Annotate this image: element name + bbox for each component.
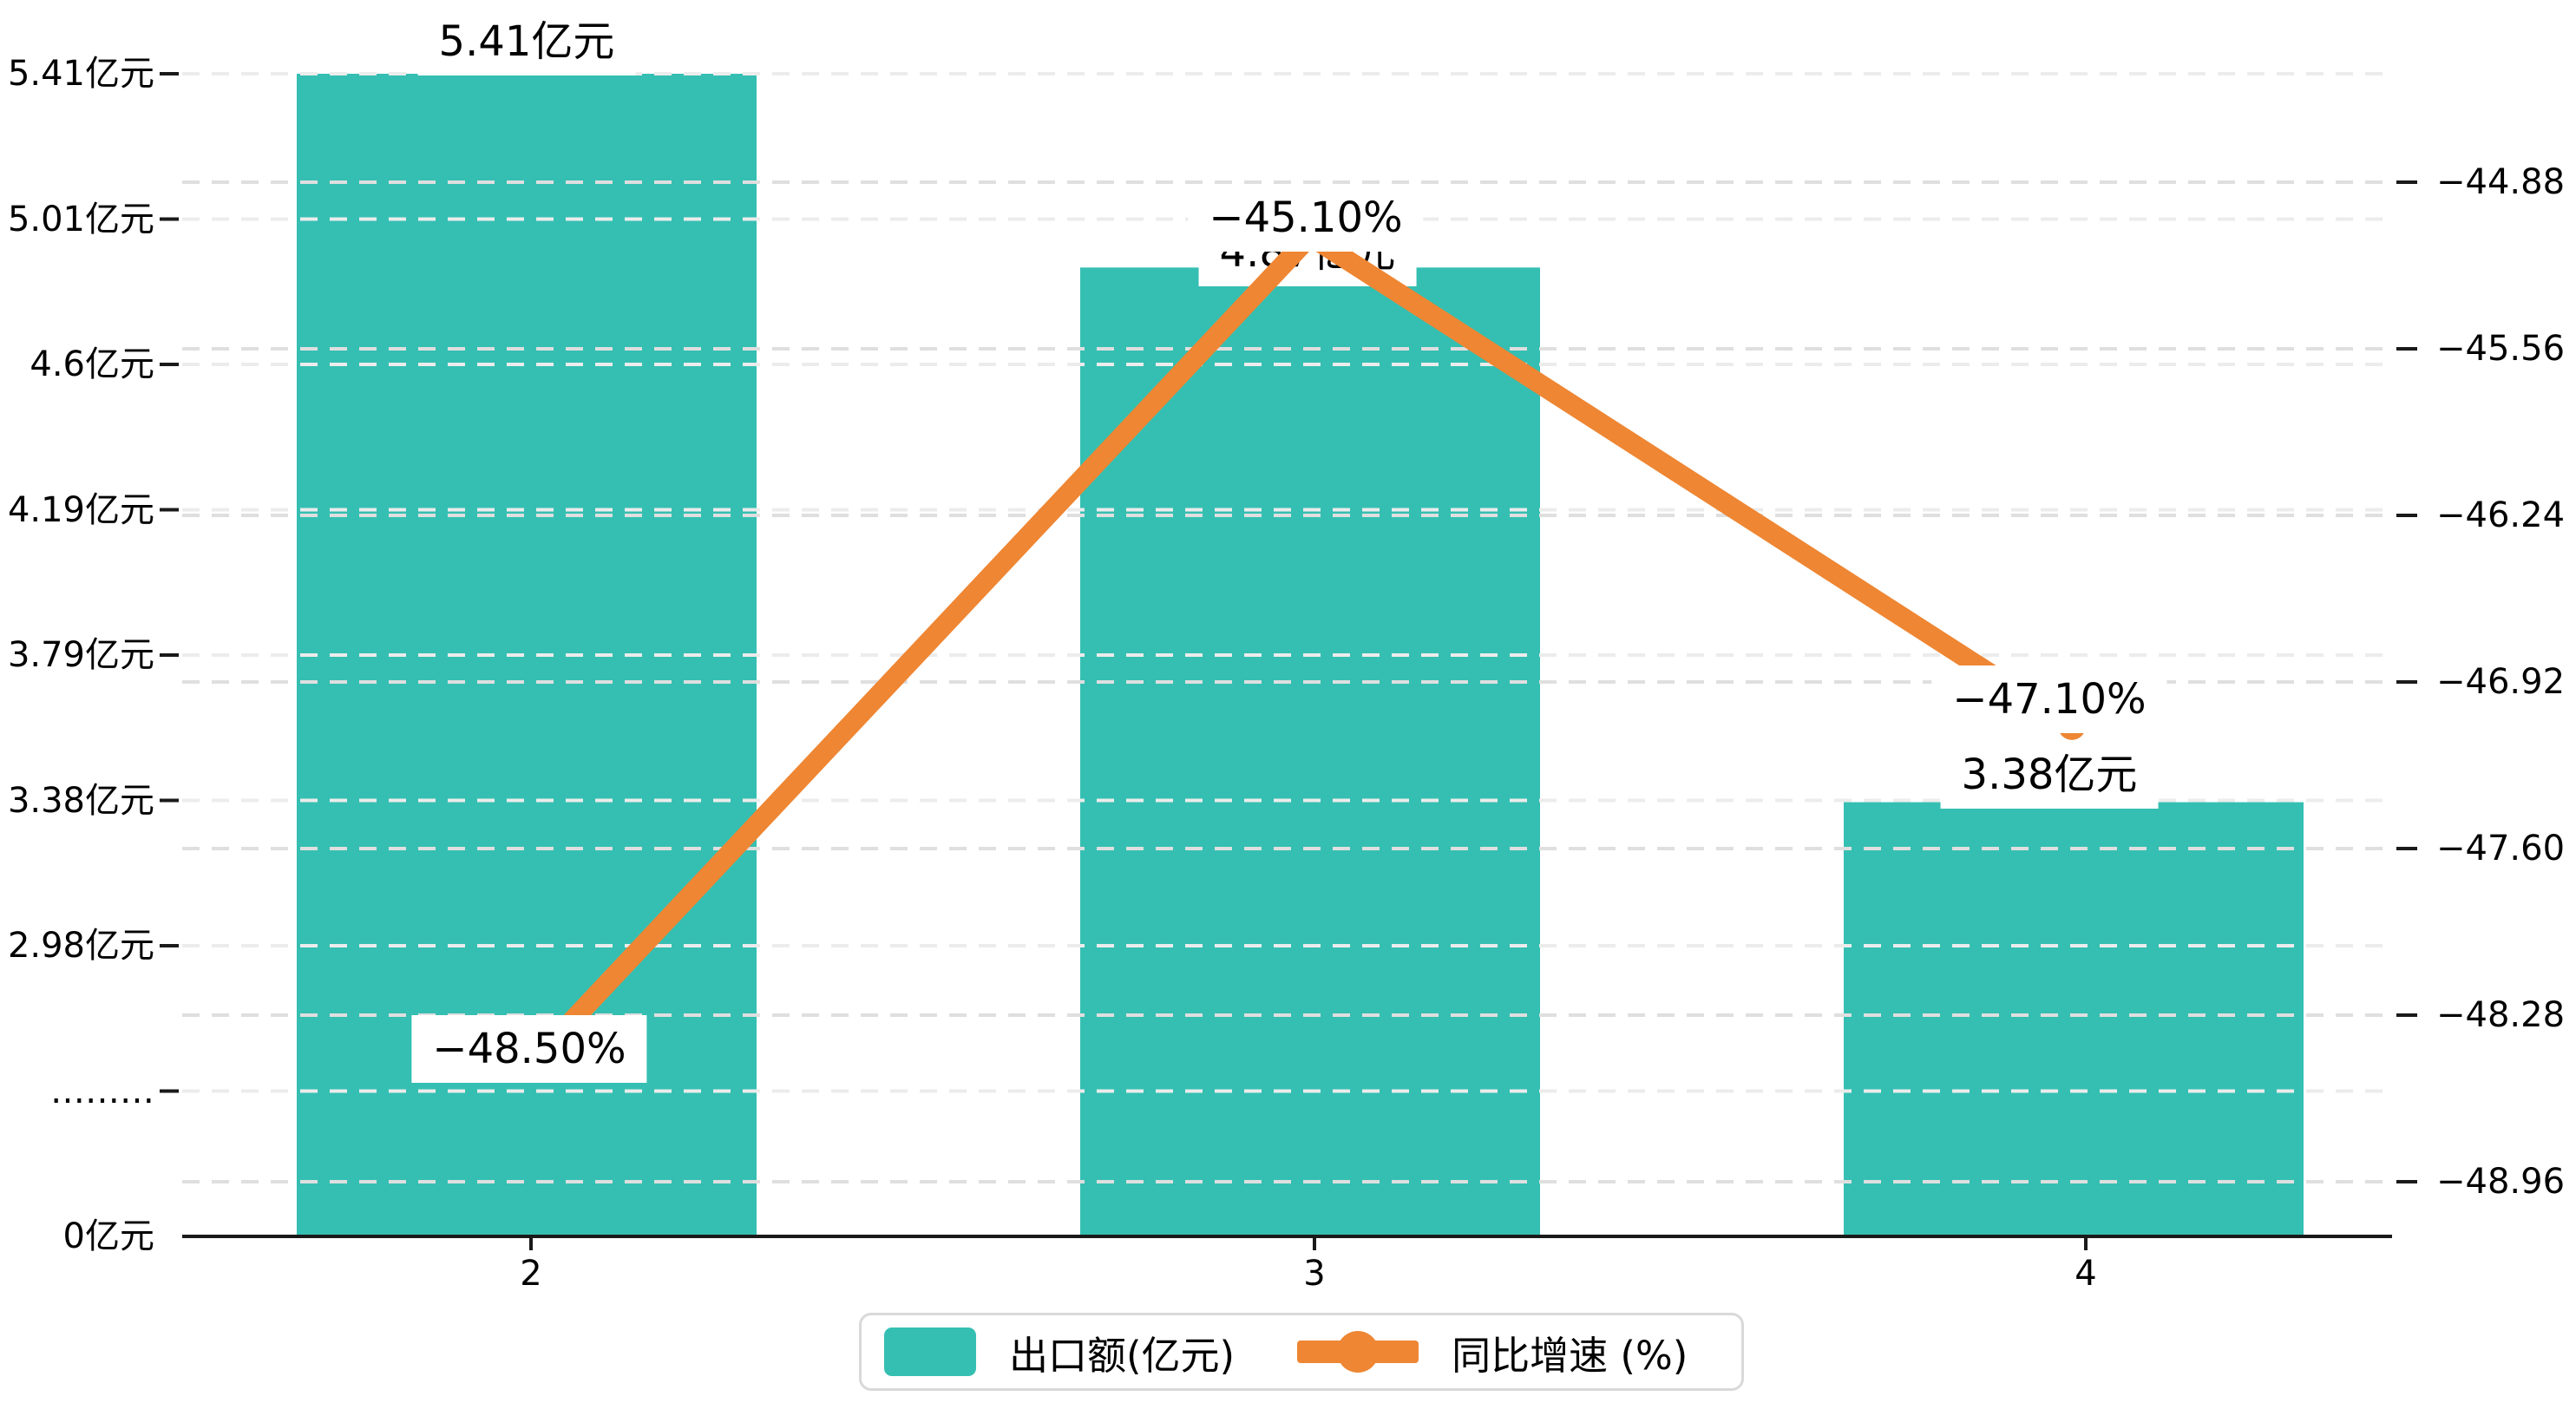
right-axis-tick [2396, 680, 2417, 684]
bar-month-3 [1080, 267, 1540, 1236]
right-axis-tick-label: −44.88 [2436, 162, 2566, 202]
growth-line-path [519, 223, 2078, 1076]
legend: 出口额(亿元) 同比增速 (%) [859, 1313, 1744, 1391]
left-axis-tick [160, 944, 179, 947]
right-axis-tick [2396, 180, 2417, 184]
right-axis-tick-label: −48.28 [2436, 995, 2566, 1035]
legend-label-export: 出口额(亿元) [1009, 1332, 1236, 1379]
bar-swatch-icon [884, 1328, 976, 1376]
legend-item-growth: 同比增速 (%) [1297, 1324, 1688, 1380]
x-axis-line [182, 1235, 2392, 1238]
bar-value-label: 4.87亿元 [1198, 219, 1417, 286]
x-axis-tick [2084, 1236, 2088, 1250]
right-axis-tick [2396, 1180, 2417, 1183]
left-axis-tick-label: 2.98亿元 [7, 926, 154, 966]
left-axis-tick-label: 5.01亿元 [7, 199, 154, 239]
bar-month-4 [1844, 802, 2304, 1236]
right-axis-tick [2396, 347, 2417, 351]
right-axis-tick [2396, 514, 2417, 517]
left-axis-tick [160, 363, 179, 366]
right-axis-tick-label: −46.24 [2436, 495, 2566, 535]
x-axis-category-label: 2 [520, 1254, 542, 1294]
right-axis-tick-label: −45.56 [2436, 329, 2566, 369]
left-axis-tick [160, 72, 179, 75]
line-marker [513, 1055, 541, 1084]
line-marker [1296, 222, 1324, 251]
left-axis-tick-label: 4.19亿元 [7, 489, 154, 530]
x-axis-category-label: 4 [2075, 1254, 2097, 1294]
bar-value-label: 3.38亿元 [1940, 741, 2159, 809]
line-value-label: −47.10% [1931, 665, 2167, 733]
right-axis-tick [2396, 847, 2417, 850]
left-axis-tick-label: 3.38亿元 [7, 780, 154, 821]
legend-label-growth: 同比增速 (%) [1452, 1332, 1688, 1379]
x-axis-category-label: 3 [1303, 1254, 1326, 1294]
line-marker [2058, 711, 2086, 740]
left-axis-tick [160, 653, 179, 657]
right-axis-tick-label: −46.92 [2436, 662, 2566, 702]
x-axis-tick [1313, 1236, 1316, 1250]
left-axis-tick-label: ……… [50, 1071, 154, 1111]
right-axis-tick-label: −48.96 [2436, 1162, 2566, 1202]
legend-item-export: 出口额(亿元) [884, 1324, 1235, 1380]
growth-line [513, 222, 2086, 1084]
left-axis-tick [160, 1089, 179, 1093]
left-axis-tick [160, 217, 179, 221]
line-value-label: −48.50% [411, 1015, 647, 1083]
bar-series [297, 74, 2304, 1236]
left-axis-tick [160, 508, 179, 512]
left-axis-tick [160, 798, 179, 803]
bar-value-label: 5.41亿元 [417, 8, 636, 75]
bar-month-2 [297, 74, 757, 1236]
gridlines [182, 72, 2392, 1183]
left-axis-tick-label: 0亿元 [62, 1216, 154, 1256]
line-dot-swatch-icon [1297, 1328, 1419, 1376]
axes [160, 72, 2417, 1250]
left-axis-tick-label: 3.79亿元 [7, 635, 154, 675]
x-axis-tick [529, 1236, 533, 1250]
line-value-label: −45.10% [1188, 184, 1424, 252]
left-axis-tick-label: 4.6亿元 [29, 344, 154, 384]
right-axis-tick-label: −47.60 [2436, 829, 2566, 869]
left-axis-tick-label: 5.41亿元 [7, 54, 154, 94]
right-axis-tick [2396, 1013, 2417, 1017]
